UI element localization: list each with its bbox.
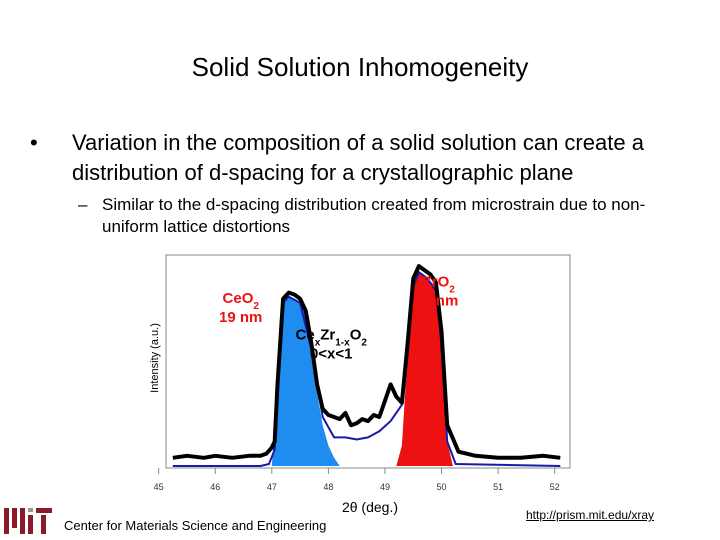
- cezro2-label-line2: 0<x<1: [310, 346, 353, 363]
- plot-frame: [165, 254, 571, 469]
- ceo2-label-line2: 19 nm: [219, 309, 262, 326]
- bullet-sub-text: Similar to the d-spacing distribution cr…: [102, 195, 646, 236]
- x-axis-ticks: 45 46 47 48 49 50 51 52: [154, 468, 560, 492]
- cezro2-label-line1: CexZr1-xO2: [296, 327, 368, 349]
- bullet-main-text: Variation in the composition of a solid …: [72, 130, 644, 185]
- x-tick-label: 45: [154, 482, 164, 492]
- footer-link[interactable]: http://prism.mit.edu/xray: [526, 508, 655, 522]
- zro2-label-line2: 46nm: [419, 292, 458, 309]
- x-tick-label: 47: [267, 482, 277, 492]
- data-series-line-1: [172, 264, 561, 460]
- x-axis-label: 2θ (deg.): [342, 499, 398, 515]
- ceo2-label-line1: CeO2: [223, 290, 260, 312]
- x-tick-label: 46: [210, 482, 220, 492]
- sub-bullet-glyph: –: [78, 195, 88, 214]
- series-group: [172, 264, 561, 460]
- slide-title: Solid Solution Inhomogeneity: [191, 52, 529, 82]
- filled-peak-1: [271, 296, 340, 466]
- zro2-label-line1: ZrO2: [423, 273, 456, 295]
- bullet-glyph: •: [30, 130, 38, 155]
- x-tick-label: 51: [493, 482, 503, 492]
- x-tick-label: 52: [550, 482, 560, 492]
- x-tick-label: 48: [323, 482, 333, 492]
- x-tick-label: 49: [380, 482, 390, 492]
- footer-center-name: Center for Materials Science and Enginee…: [64, 518, 327, 533]
- x-tick-label: 50: [437, 482, 447, 492]
- y-axis-label: Intensity (a.u.): [149, 323, 161, 393]
- mit-logo: [4, 508, 52, 534]
